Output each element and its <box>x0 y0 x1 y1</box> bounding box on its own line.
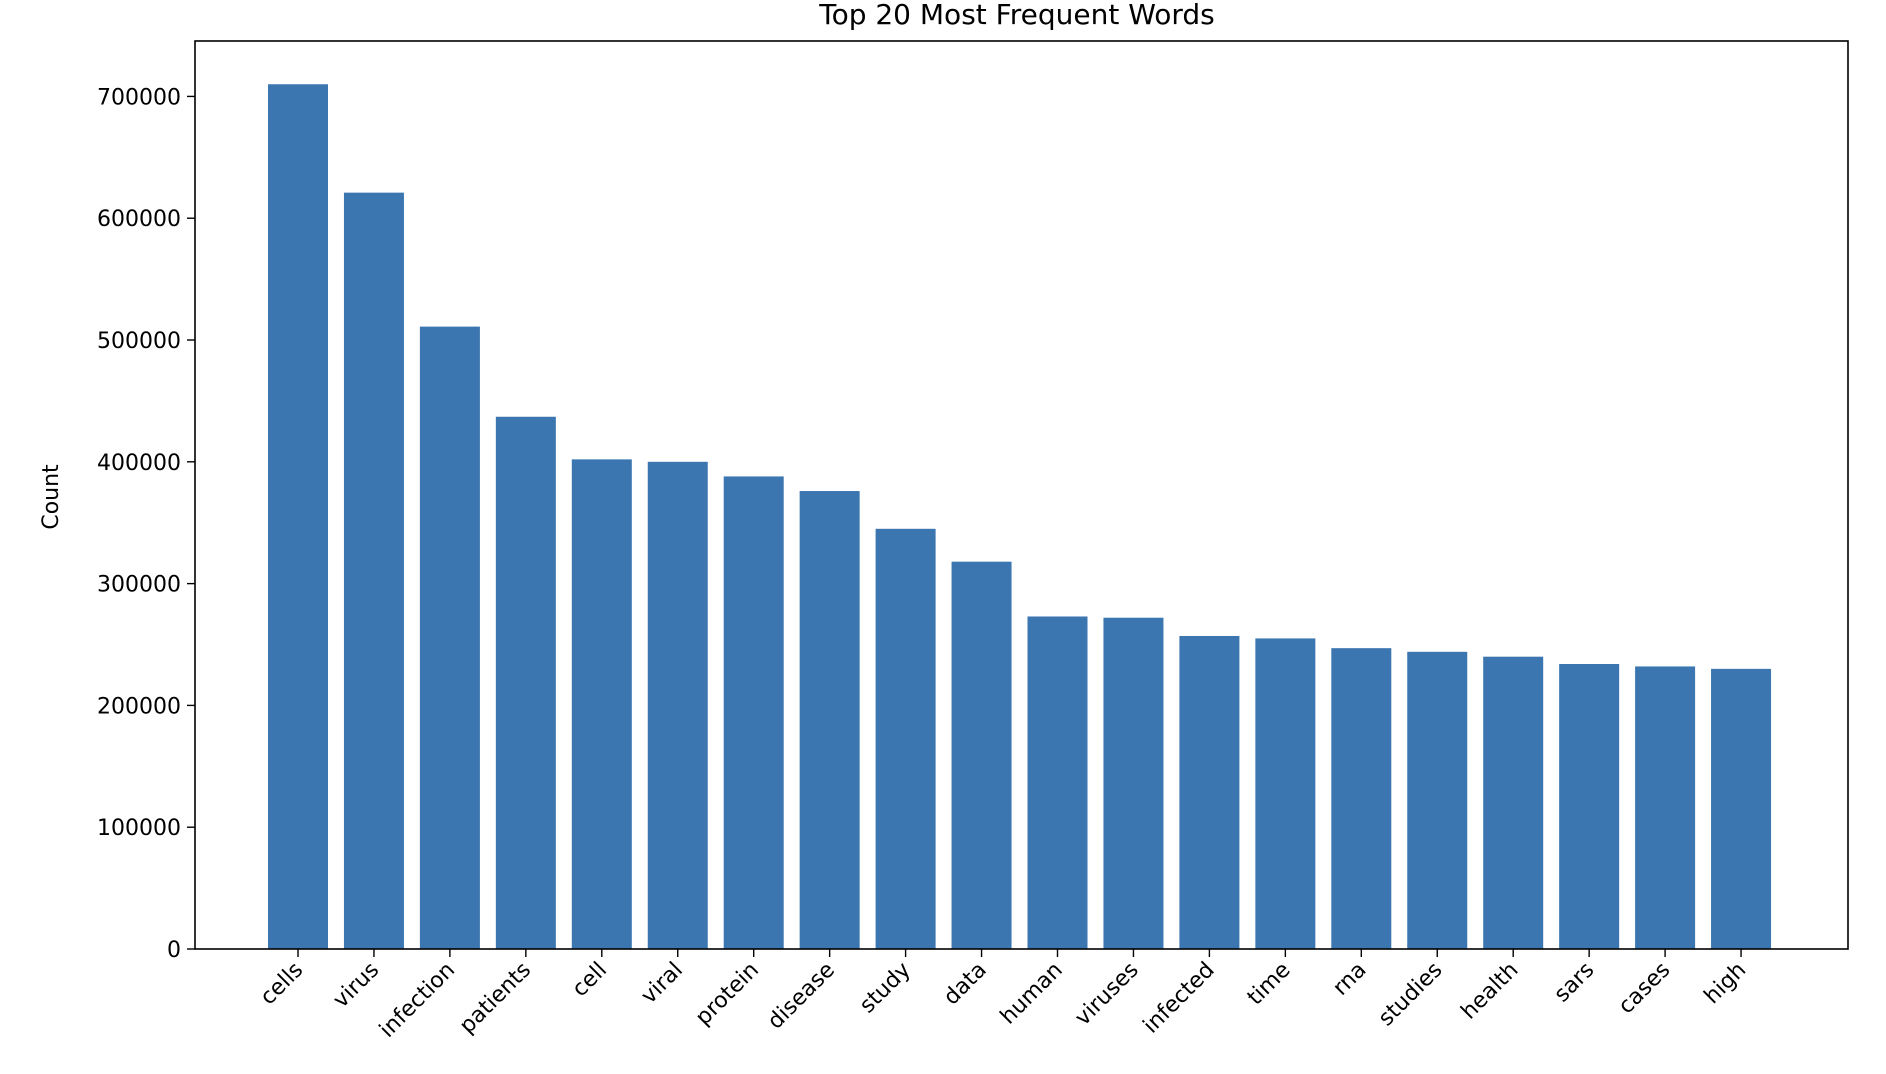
y-tick-label: 600000 <box>97 207 181 232</box>
bar-infection <box>419 326 480 949</box>
bar-data <box>951 561 1012 949</box>
x-tick-label: disease <box>763 958 840 1035</box>
bar-human <box>1027 616 1088 949</box>
y-axis: 0 100000 200000 300000 400000 500000 600000 700… <box>97 85 195 963</box>
bar-health <box>1483 656 1544 949</box>
bar-study <box>875 528 936 949</box>
x-tick-label: cells <box>256 958 309 1011</box>
x-tick-label: data <box>939 958 992 1011</box>
chart-title: Top 20 Most Frequent Words <box>818 0 1215 31</box>
bars-layer <box>268 84 1772 950</box>
bar-studies <box>1407 651 1468 949</box>
x-tick-label: viral <box>637 958 688 1009</box>
x-tick-label: patients <box>455 958 536 1039</box>
bar-rna <box>1331 648 1392 949</box>
y-tick-label: 500000 <box>97 329 181 354</box>
bar-viral <box>647 461 708 949</box>
x-tick-label: rna <box>1328 958 1371 1001</box>
x-tick-label: protein <box>691 958 764 1031</box>
x-tick-label: human <box>996 958 1068 1030</box>
y-axis-title: Count <box>39 464 64 530</box>
y-tick-label: 0 <box>167 938 181 963</box>
x-tick-label: study <box>855 958 916 1019</box>
bar-high <box>1711 668 1772 949</box>
bar-cells <box>268 84 328 950</box>
bar-protein <box>723 476 784 949</box>
x-tick-label: studies <box>1374 958 1448 1032</box>
x-tick-label: sars <box>1550 958 1600 1008</box>
bar-cases <box>1635 666 1696 949</box>
plot-frame <box>194 40 1849 950</box>
y-tick-label: 700000 <box>97 85 181 110</box>
x-tick-label: virus <box>329 958 385 1014</box>
x-tick-label: health <box>1457 958 1524 1025</box>
x-tick-label: infection <box>375 958 460 1043</box>
x-tick-label: infected <box>1139 958 1220 1039</box>
x-tick-label: time <box>1243 958 1296 1011</box>
y-tick-label: 300000 <box>97 573 181 598</box>
x-tick-label: high <box>1700 958 1752 1010</box>
bar-disease <box>799 491 860 949</box>
x-tick-label: viruses <box>1070 958 1143 1031</box>
bar-infected <box>1179 635 1240 949</box>
bar-patients <box>495 416 556 949</box>
x-tick-label: cases <box>1614 958 1676 1020</box>
bar-virus <box>343 192 404 949</box>
bar-viruses <box>1103 617 1164 949</box>
bar-cell <box>571 459 632 949</box>
y-tick-label: 100000 <box>97 816 181 841</box>
bar-sars <box>1559 663 1620 949</box>
x-tick-label: cell <box>568 958 612 1002</box>
y-tick-label: 200000 <box>97 694 181 719</box>
bar-time <box>1255 638 1316 949</box>
y-tick-label: 400000 <box>97 451 181 476</box>
